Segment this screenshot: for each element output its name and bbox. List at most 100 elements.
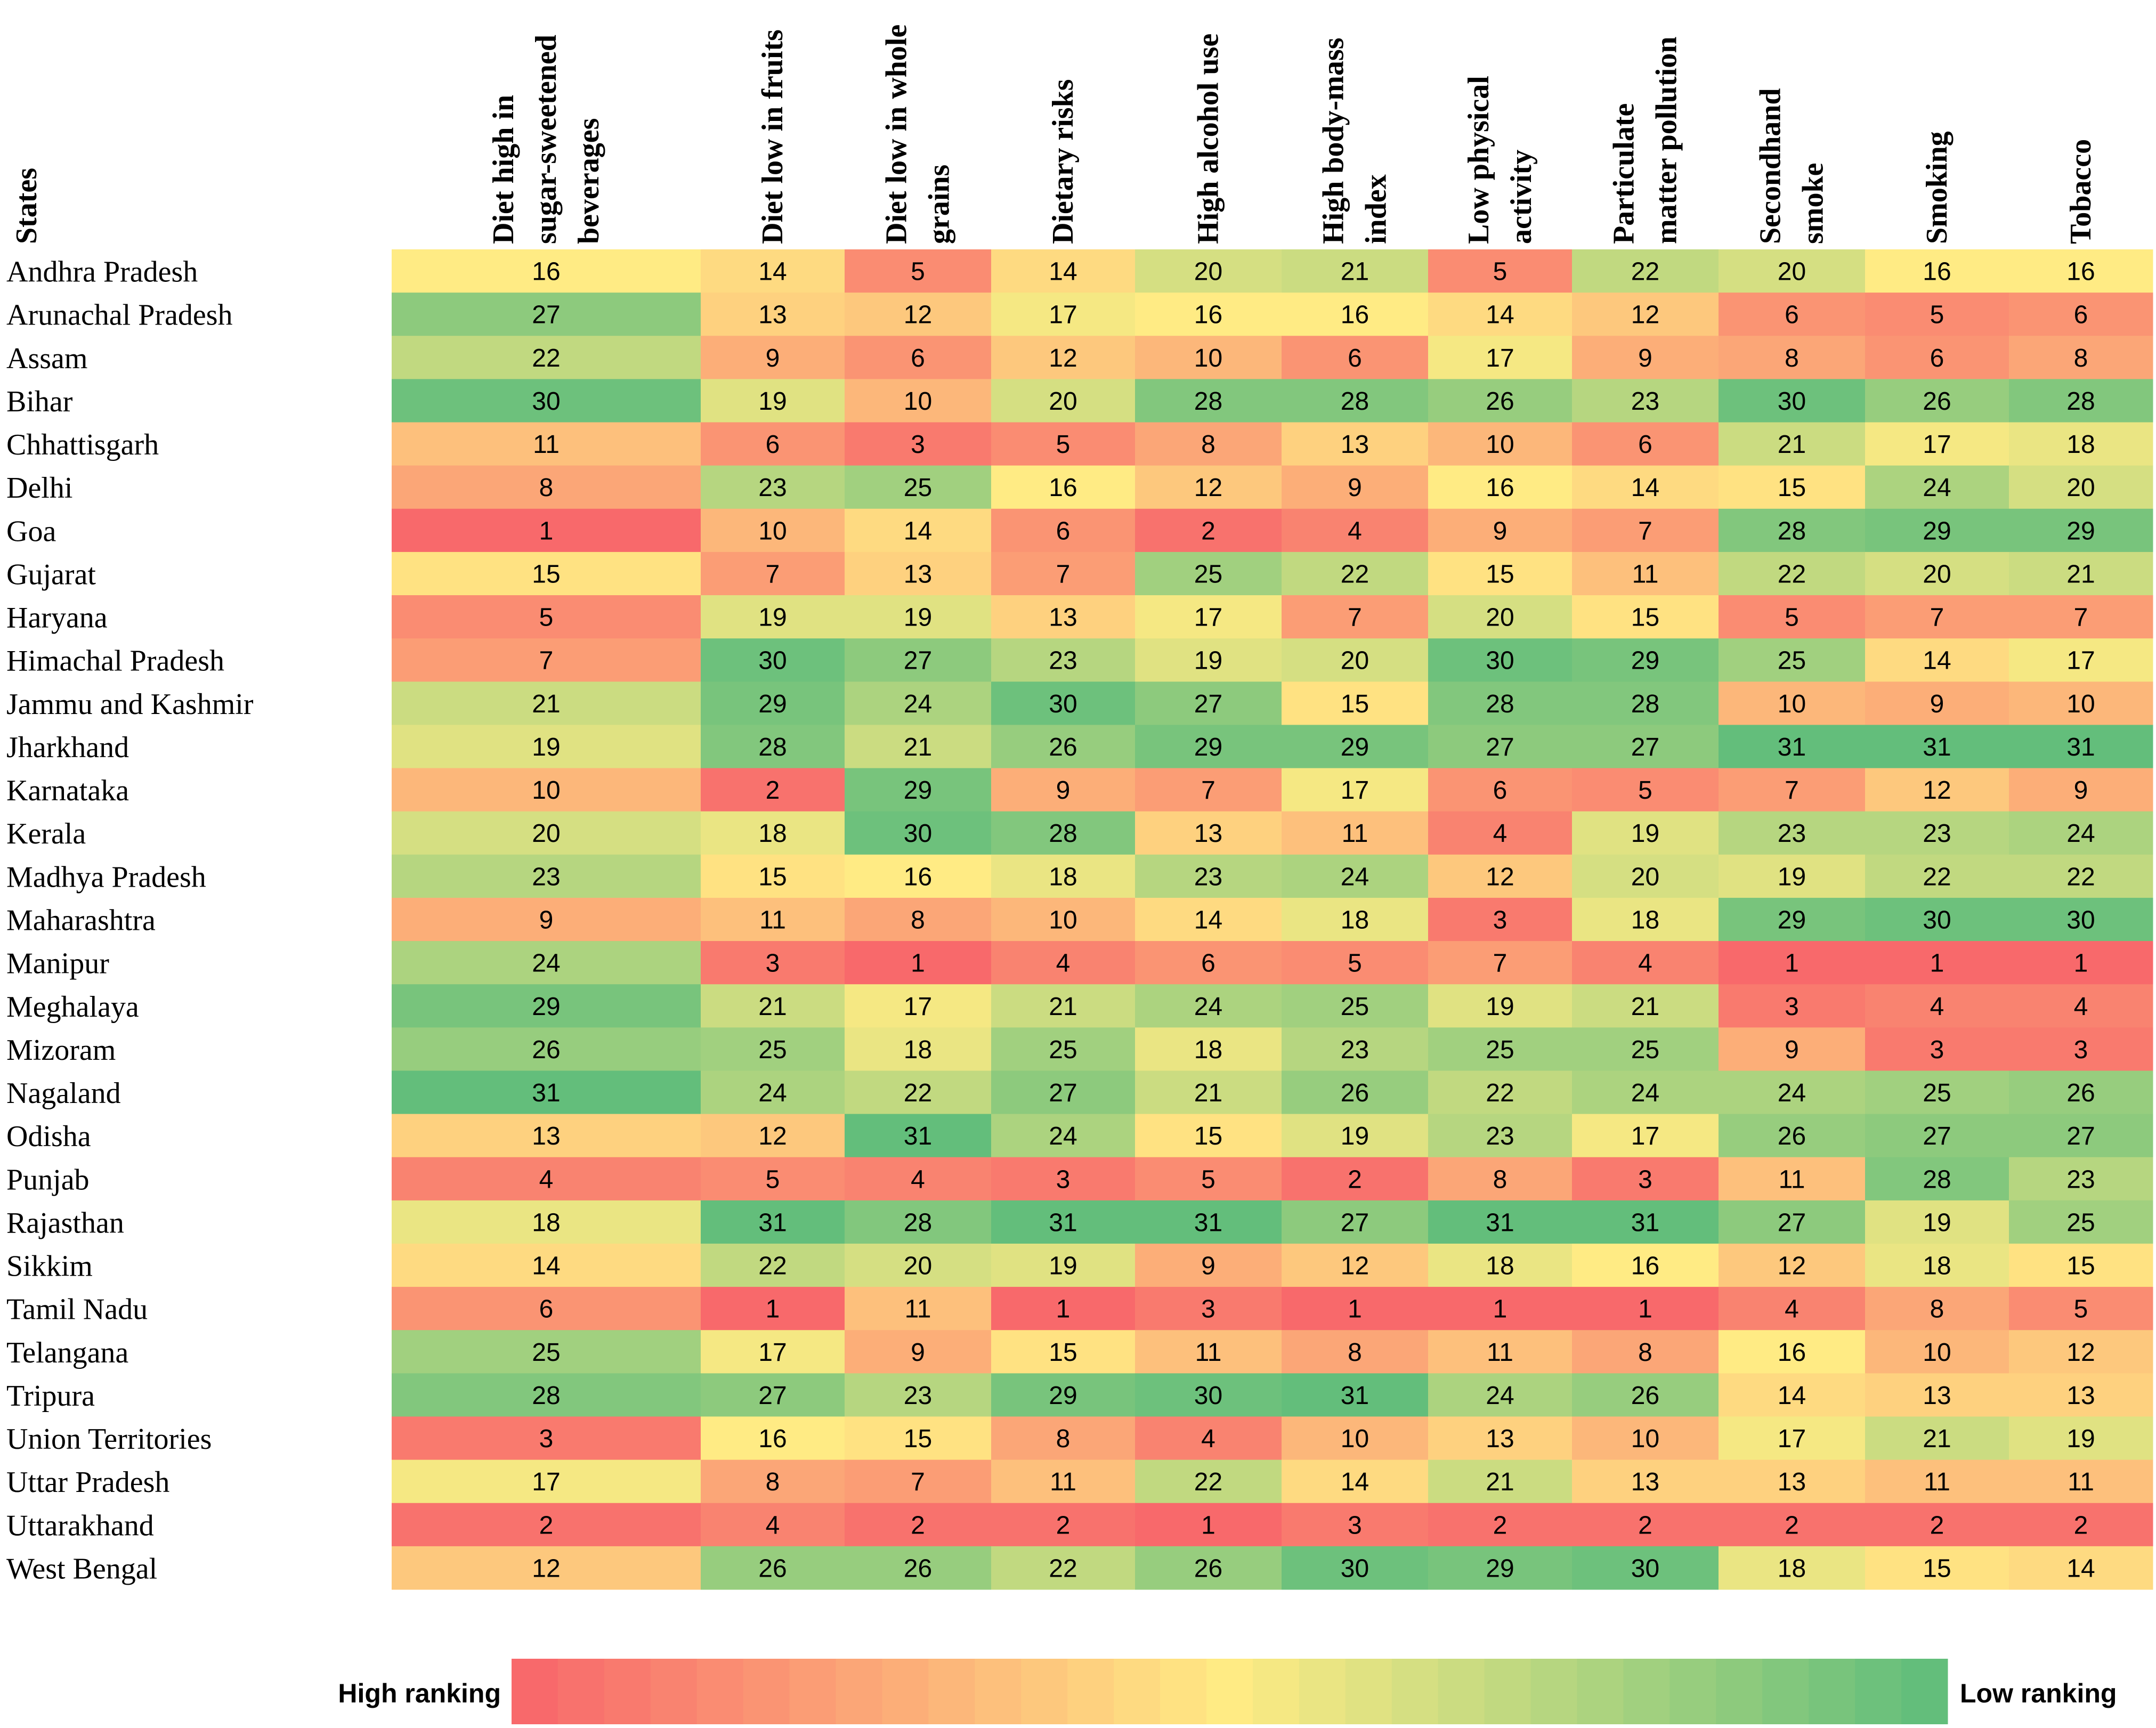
heatmap-cell — [2009, 1373, 2153, 1417]
heatmap-cell — [991, 595, 1136, 639]
cell-value: 21 — [1631, 993, 1659, 1021]
heatmap-cell — [1719, 465, 1866, 509]
cell-value: 1 — [2074, 950, 2088, 978]
cell-value: 5 — [1056, 431, 1071, 459]
row-label: Maharashtra — [6, 904, 156, 937]
heatmap-cell — [991, 897, 1136, 942]
cell-value: 24 — [1486, 1382, 1514, 1410]
cell-value: 22 — [1923, 863, 1951, 891]
cell-value: 21 — [1486, 1468, 1514, 1496]
cell-value: 19 — [1631, 820, 1659, 848]
cell-value: 30 — [1341, 1554, 1369, 1583]
cell-value: 19 — [904, 604, 932, 632]
cell-value: 21 — [904, 733, 932, 761]
heatmap-cell — [991, 1027, 1136, 1071]
legend-swatch — [836, 1659, 882, 1724]
cell-value: 17 — [1341, 776, 1369, 805]
cell-value: 31 — [1631, 1208, 1659, 1237]
cell-value: 28 — [532, 1382, 560, 1410]
cell-value: 16 — [1923, 258, 1951, 286]
row-label: Assam — [6, 342, 87, 375]
heatmap-cell — [1428, 1200, 1573, 1244]
legend-swatch — [743, 1659, 790, 1724]
row-label: Tripura — [6, 1380, 95, 1413]
cell-value: 10 — [1923, 1338, 1951, 1367]
cell-value: 22 — [1486, 1079, 1514, 1107]
row-label: Union Territories — [6, 1423, 212, 1456]
cell-value: 31 — [758, 1208, 787, 1237]
heatmap-cell — [392, 811, 701, 855]
cell-value: 17 — [904, 993, 932, 1021]
heatmap-cell — [1719, 1287, 1866, 1331]
cell-value: 9 — [1056, 776, 1071, 805]
heatmap-cell — [1572, 1027, 1719, 1071]
column-header-line: Diet high in — [487, 95, 520, 244]
heatmap-cell — [2009, 379, 2153, 423]
cell-value: 9 — [1493, 517, 1507, 545]
heatmap-cell — [845, 551, 992, 596]
cell-value: 31 — [1194, 1208, 1222, 1237]
cell-value: 19 — [758, 387, 787, 416]
heatmap-cell — [392, 1416, 701, 1461]
heatmap-cell — [2009, 941, 2153, 985]
cell-value: 15 — [758, 863, 787, 891]
cell-value: 13 — [1778, 1468, 1806, 1496]
heatmap-cell — [1135, 1157, 1282, 1201]
heatmap-cell — [991, 249, 1136, 293]
cell-value: 29 — [1341, 733, 1369, 761]
cell-value: 25 — [1341, 993, 1369, 1021]
cell-value: 6 — [1348, 344, 1362, 372]
cell-value: 30 — [1486, 647, 1514, 675]
cell-value: 2 — [1930, 1511, 1944, 1539]
heatmap-cell — [1428, 854, 1573, 898]
heatmap-cell — [392, 465, 701, 509]
row-label: Goa — [6, 515, 56, 548]
cell-value: 1 — [539, 517, 554, 545]
cell-value: 31 — [904, 1122, 932, 1150]
heatmap-cell — [1135, 897, 1282, 942]
cell-value: 13 — [904, 560, 932, 588]
heatmap-cell — [1572, 422, 1719, 466]
cell-value: 31 — [2066, 733, 2095, 761]
heatmap-cell — [845, 422, 992, 466]
legend-swatch — [1114, 1659, 1161, 1724]
heatmap-cell — [1282, 1027, 1429, 1071]
cell-value: 18 — [904, 1036, 932, 1064]
heatmap-cell — [1428, 725, 1573, 769]
cell-value: 29 — [532, 993, 560, 1021]
cell-value: 3 — [1785, 993, 1799, 1021]
cell-value: 29 — [1631, 647, 1659, 675]
heatmap-cell — [1428, 1243, 1573, 1287]
cell-value: 29 — [1486, 1554, 1514, 1583]
cell-value: 5 — [1785, 604, 1799, 632]
cell-value: 15 — [532, 560, 560, 588]
cell-value: 23 — [1486, 1122, 1514, 1150]
heatmap-cell — [1865, 1287, 2009, 1331]
heatmap-cell — [392, 1070, 701, 1115]
cell-value: 28 — [1341, 387, 1369, 416]
column-header: Secondhand smoke — [1754, 88, 1830, 244]
row-label: Manipur — [6, 947, 109, 980]
cell-value: 4 — [1201, 1425, 1215, 1453]
cell-value: 16 — [2066, 258, 2095, 286]
cell-value: 25 — [904, 474, 932, 502]
heatmap-cell — [1282, 984, 1429, 1028]
cell-value: 5 — [1493, 258, 1507, 286]
cell-value: 6 — [1493, 776, 1507, 805]
heatmap-cell — [991, 1373, 1136, 1417]
heatmap-cell — [1282, 293, 1429, 336]
heatmap-cell — [991, 293, 1136, 336]
cell-value: 20 — [532, 820, 560, 848]
heatmap-cell — [1282, 1287, 1429, 1331]
heatmap-cell — [701, 1503, 845, 1547]
cell-value: 24 — [1778, 1079, 1806, 1107]
heatmap-cell — [1865, 1503, 2009, 1547]
heatmap-cell — [1572, 595, 1719, 639]
cell-value: 4 — [1930, 993, 1944, 1021]
column-header-line: High alcohol use — [1192, 34, 1225, 244]
heatmap-cell — [1865, 1373, 2009, 1417]
heatmap-cell — [2009, 725, 2153, 769]
cell-value: 24 — [532, 950, 560, 978]
heatmap-cell — [701, 1200, 845, 1244]
cell-value: 20 — [1341, 647, 1369, 675]
